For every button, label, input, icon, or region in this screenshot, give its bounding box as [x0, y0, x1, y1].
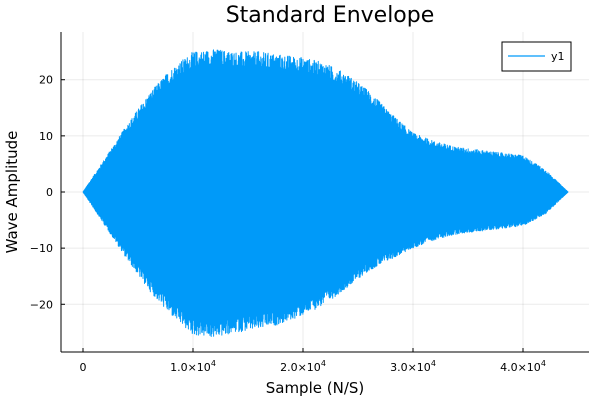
series-layer	[82, 49, 569, 337]
x-tick-exponent: 4	[321, 359, 326, 368]
x-tick-exponent: 4	[431, 359, 436, 368]
legend-label: y1	[551, 50, 565, 63]
x-tick-label: 2.0×104	[280, 359, 326, 374]
chart-title: Standard Envelope	[226, 3, 435, 28]
x-axis-label: Sample (N/S)	[266, 379, 365, 397]
x-tick-label: 3.0×104	[390, 359, 436, 374]
x-tick-exponent: 4	[211, 359, 216, 368]
axes: 0 1.0×104 2.0×104 3.0×104 4.0×104 −20 −10 0 10 20	[30, 32, 589, 374]
x-tick-label: 1.0×104	[170, 359, 216, 374]
series-body-y1	[83, 63, 569, 324]
legend: y1	[501, 41, 572, 72]
x-tick-label: 0	[80, 361, 87, 374]
x-tick-exponent: 4	[541, 359, 546, 368]
y-tick-label: 0	[46, 186, 53, 199]
y-tick-label: −10	[30, 242, 53, 255]
y-tick-label: −20	[30, 298, 53, 311]
y-tick-label: 10	[39, 130, 53, 143]
y-tick-label: 20	[39, 74, 53, 87]
y-axis-label: Wave Amplitude	[3, 131, 21, 254]
x-tick-label: 4.0×104	[500, 359, 546, 374]
